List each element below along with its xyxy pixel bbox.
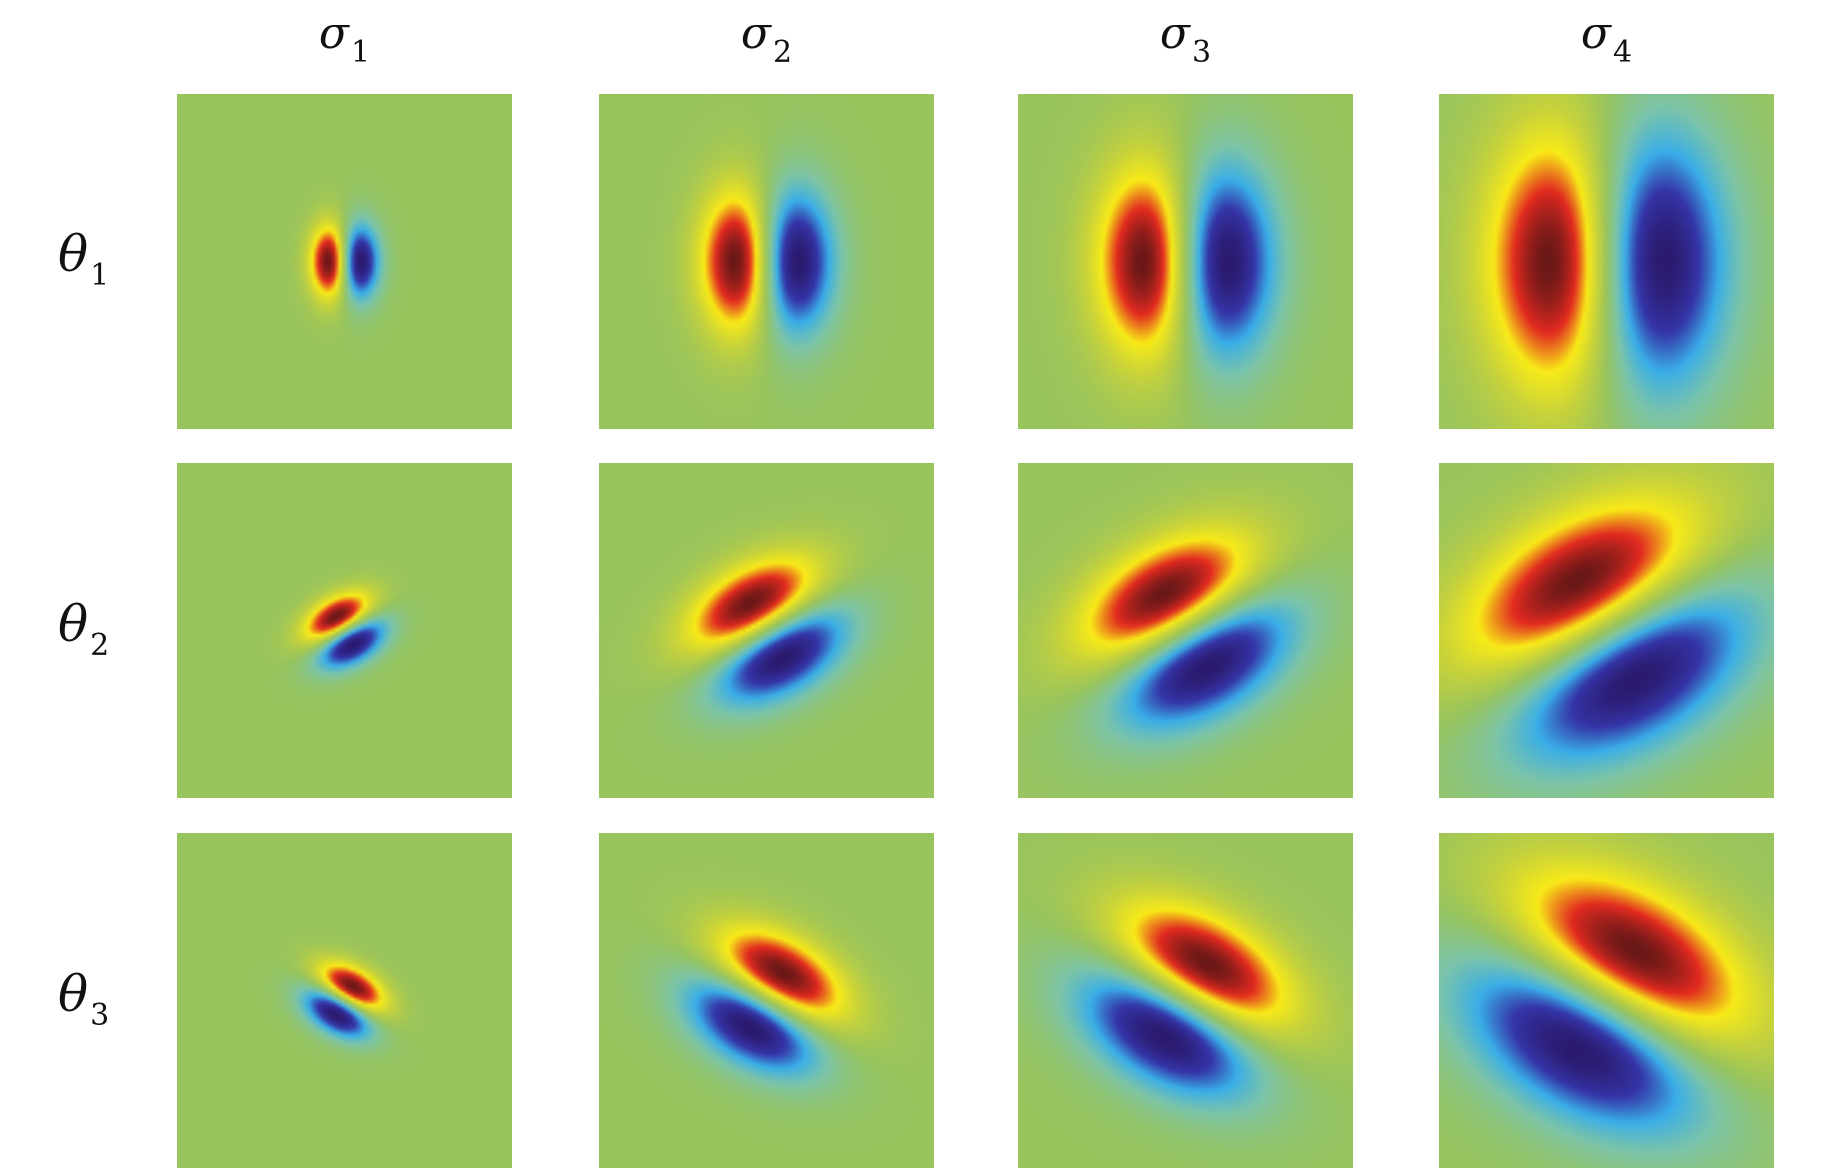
filter-panel-theta2-sigma1: [177, 463, 512, 798]
column-label-sigma-1: σ1: [177, 8, 512, 70]
theta-index: 3: [90, 998, 110, 1033]
filter-panel-theta3-sigma3: [1018, 833, 1353, 1168]
row-label-theta-2: θ2: [58, 595, 138, 663]
filter-panel-theta3-sigma2: [599, 833, 934, 1168]
theta-index: 1: [90, 258, 110, 293]
filter-panel-theta3-sigma4: [1439, 833, 1774, 1168]
row-label-theta-1: θ1: [58, 225, 138, 293]
theta-symbol: θ: [58, 225, 89, 283]
column-label-sigma-2: σ2: [599, 8, 934, 70]
sigma-index: 1: [350, 35, 371, 70]
sigma-symbol: σ: [740, 8, 771, 59]
theta-symbol: θ: [58, 965, 89, 1023]
filter-panel-theta1-sigma4: [1439, 94, 1774, 429]
filter-panel-theta3-sigma1: [177, 833, 512, 1168]
column-label-sigma-4: σ4: [1439, 8, 1774, 70]
filter-panel-theta2-sigma3: [1018, 463, 1353, 798]
filter-panel-theta2-sigma4: [1439, 463, 1774, 798]
sigma-symbol: σ: [318, 8, 349, 59]
row-label-theta-3: θ3: [58, 965, 138, 1033]
sigma-index: 3: [1191, 35, 1212, 70]
sigma-index: 2: [772, 35, 793, 70]
filter-panel-theta1-sigma3: [1018, 94, 1353, 429]
column-label-sigma-3: σ3: [1018, 8, 1353, 70]
filter-panel-theta1-sigma2: [599, 94, 934, 429]
theta-index: 2: [90, 628, 110, 663]
sigma-symbol: σ: [1159, 8, 1190, 59]
filter-panel-theta1-sigma1: [177, 94, 512, 429]
theta-symbol: θ: [58, 595, 89, 653]
filter-panel-theta2-sigma2: [599, 463, 934, 798]
sigma-symbol: σ: [1580, 8, 1611, 59]
sigma-index: 4: [1612, 35, 1633, 70]
